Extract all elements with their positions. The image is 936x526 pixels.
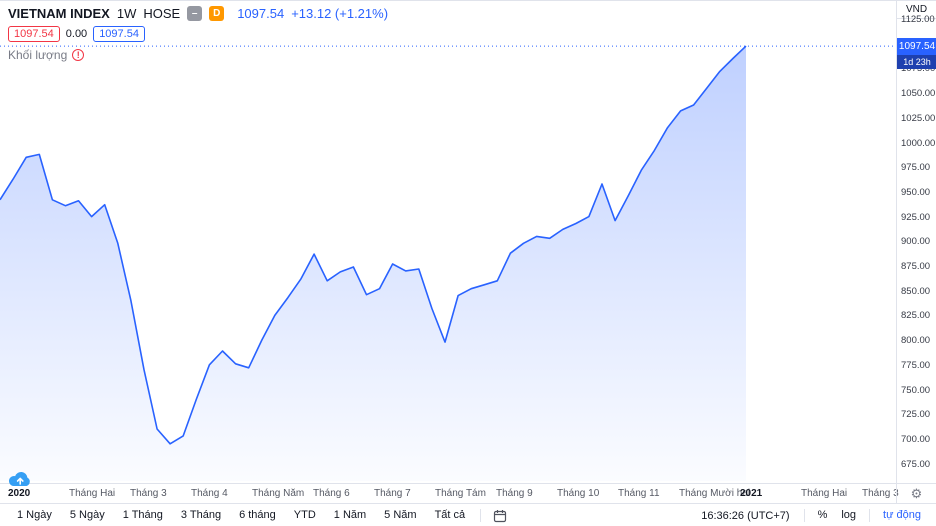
daily-interval-badge[interactable]: D [209, 6, 225, 21]
price-tick-label: 1000.00 [901, 137, 936, 149]
price-tick-label: 700.00 [901, 433, 931, 445]
time-tick-label: Tháng Mười hai [679, 488, 751, 499]
settings-gear-icon[interactable]: ⚙ [896, 484, 936, 504]
area-fill [0, 46, 746, 481]
time-tick-label: Tháng Hai [69, 488, 116, 499]
price-tick-label: 725.00 [901, 409, 931, 421]
time-tick-label: Tháng 10 [557, 488, 600, 499]
percent-scale-button[interactable]: % [817, 509, 828, 521]
toolbar-divider [803, 509, 805, 522]
log-scale-button[interactable]: log [841, 509, 857, 521]
range-button[interactable]: 1 Năm [333, 509, 367, 521]
price-tick-label: 850.00 [901, 285, 931, 297]
range-button[interactable]: 6 tháng [239, 509, 276, 521]
go-to-date-icon[interactable] [487, 509, 513, 523]
price-tick-label: 950.00 [901, 186, 931, 198]
time-tick-label: Tháng 3 [862, 488, 899, 499]
time-tick-label: Tháng Năm [252, 488, 305, 499]
time-tick-label: Tháng Hai [801, 488, 848, 499]
chart-area[interactable]: VIETNAM INDEX 1W HOSE – D 1097.54 +13.12… [0, 1, 896, 487]
range-button[interactable]: 1 Tháng [122, 509, 163, 521]
range-button[interactable]: 3 Tháng [180, 509, 222, 521]
range-buttons: 1 Ngày 5 Ngày 1 Tháng 3 Tháng 6 tháng YTD 1 Nă… [8, 504, 474, 526]
time-axis[interactable]: 2020 Tháng Hai Tháng 3 Tháng 4 Tháng Năm Thán… [0, 483, 936, 504]
time-tick-label: Tháng 3 [130, 488, 167, 499]
warning-icon[interactable]: ! [72, 49, 85, 61]
header-change: +13.12 (+1.21%) [291, 6, 389, 21]
price-chart-svg[interactable] [0, 1, 896, 483]
price-axis[interactable]: VND 1125.001100.001075.001050.001025.001… [896, 1, 936, 483]
price-boxes-row: 1097.54 0.00 1097.54 [8, 26, 388, 42]
price-tick-label: 875.00 [901, 261, 931, 272]
countdown-badge: 1d 23h [897, 55, 936, 70]
range-button[interactable]: YTD [293, 509, 316, 521]
range-button[interactable]: Tất cả [434, 509, 466, 521]
time-tick-label: Tháng 9 [496, 488, 533, 499]
price-tick-label: 975.00 [901, 162, 931, 174]
symbol-name[interactable]: VIETNAM INDEX [8, 6, 110, 21]
price-line [0, 45, 747, 445]
price-tick-label: 775.00 [901, 359, 931, 371]
exchange-label[interactable]: HOSE [143, 6, 181, 21]
session-clock[interactable]: 16:36:26 (UTC+7) [701, 509, 790, 522]
currency-label: VND [897, 1, 936, 19]
volume-indicator-label[interactable]: Khối lượng [8, 48, 68, 62]
time-tick-label: Tháng 6 [313, 488, 350, 499]
price-tick-label: 825.00 [901, 310, 931, 322]
price-tick-label: 675.00 [901, 458, 931, 470]
price-box-zero: 0.00 [65, 28, 88, 40]
time-tick-label: 2021 [740, 488, 763, 499]
symbol-row: VIETNAM INDEX 1W HOSE – D 1097.54 +13.12… [8, 6, 388, 21]
toolbar-divider [869, 509, 871, 522]
price-tick-label: 925.00 [901, 211, 931, 223]
toolbar-divider [480, 509, 482, 522]
range-button[interactable]: 1 Ngày [17, 509, 52, 521]
time-tick-label: Tháng 4 [191, 488, 228, 499]
price-box-red: 1097.54 [8, 26, 60, 42]
interval-label[interactable]: 1W [116, 6, 137, 21]
header-last-price: 1097.54 [237, 6, 285, 21]
price-tick-label: 1050.00 [901, 88, 936, 100]
range-button[interactable]: 5 Ngày [69, 509, 105, 521]
time-tick-label: Tháng Tám [435, 488, 486, 499]
last-price-badge: 1097.54 [897, 37, 936, 55]
time-tick-label: Tháng 11 [618, 488, 660, 499]
time-tick-label: Tháng 7 [374, 488, 411, 499]
range-button[interactable]: 5 Năm [384, 509, 417, 521]
price-tick-label: 750.00 [901, 384, 931, 396]
price-tick-label: 800.00 [901, 335, 931, 347]
price-tick-label: 1125.00 [901, 14, 935, 25]
chart-type-icon[interactable]: – [187, 6, 203, 21]
bottom-toolbar: 1 Ngày 5 Ngày 1 Tháng 3 Tháng 6 tháng YTD 1 Nă… [0, 503, 936, 526]
time-axis-labels: 2020 Tháng Hai Tháng 3 Tháng 4 Tháng Năm Thán… [0, 484, 899, 504]
chart-legend: VIETNAM INDEX 1W HOSE – D 1097.54 +13.12… [8, 6, 388, 62]
price-tick-label: 1025.00 [901, 112, 936, 124]
auto-scale-button[interactable]: tự động [883, 509, 921, 521]
price-box-blue: 1097.54 [93, 26, 145, 42]
indicator-row: Khối lượng ! [8, 48, 388, 62]
time-tick-label: 2020 [8, 488, 31, 499]
price-tick-label: 900.00 [901, 236, 931, 248]
